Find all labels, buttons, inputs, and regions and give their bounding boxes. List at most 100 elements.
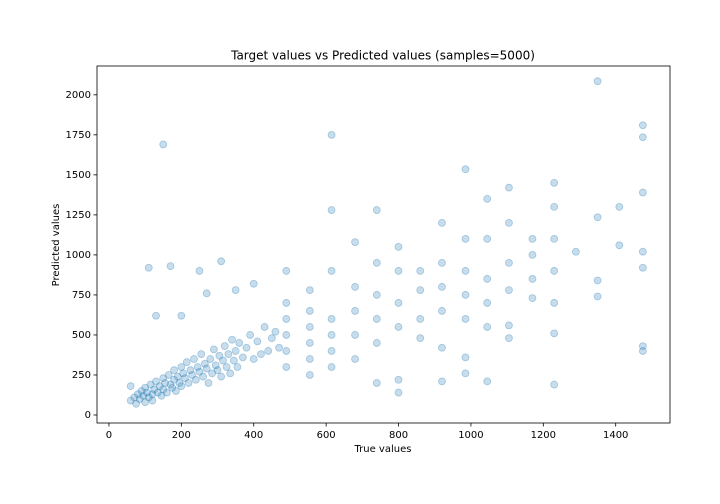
point (200, 359, 209, 368)
point (148, 390, 157, 399)
point (177, 382, 186, 391)
point (550, 267, 559, 275)
point (638, 247, 647, 256)
point (327, 331, 336, 339)
point (190, 355, 198, 363)
point (438, 343, 446, 352)
x-tick-label: 400 (244, 430, 263, 441)
point (217, 372, 226, 381)
point (416, 334, 425, 343)
point (193, 363, 202, 371)
point (166, 380, 175, 389)
point (134, 390, 142, 399)
point (550, 178, 559, 187)
point (483, 377, 492, 386)
point (505, 286, 513, 295)
point (416, 315, 425, 323)
point (638, 121, 647, 130)
point (351, 283, 359, 291)
point (327, 363, 336, 371)
point (144, 263, 153, 272)
point (550, 380, 559, 389)
point (327, 315, 336, 323)
point (394, 375, 403, 384)
point (372, 259, 381, 267)
y-tick-label: 750 (72, 290, 91, 301)
point (222, 363, 231, 371)
point (238, 353, 247, 362)
point (394, 243, 403, 251)
point (148, 396, 157, 405)
point (282, 363, 291, 371)
point (505, 334, 513, 343)
point (186, 366, 195, 375)
point (159, 374, 168, 383)
point (197, 350, 206, 359)
point (271, 327, 280, 336)
point (461, 234, 470, 243)
point (483, 299, 492, 307)
point (461, 353, 470, 362)
point (593, 292, 602, 301)
point (416, 286, 425, 295)
point (351, 331, 359, 339)
point (282, 347, 291, 355)
point (204, 379, 213, 387)
point (159, 140, 168, 149)
point (217, 257, 226, 266)
point (226, 369, 235, 378)
point (438, 307, 446, 315)
point (372, 315, 381, 323)
point (143, 388, 151, 397)
point (438, 259, 446, 267)
point (615, 202, 624, 211)
point (157, 391, 166, 400)
point (137, 387, 146, 395)
point (461, 315, 470, 323)
point (181, 374, 189, 383)
point (461, 291, 470, 299)
point (213, 366, 222, 375)
y-tick-label: 1750 (66, 130, 91, 141)
point (159, 385, 168, 394)
point (152, 311, 160, 320)
point (155, 382, 164, 391)
point (246, 331, 255, 339)
y-tick-label: 1250 (66, 210, 91, 221)
point (528, 275, 537, 283)
y-tick-label: 1500 (66, 170, 91, 181)
point (267, 334, 276, 343)
point (188, 371, 197, 379)
point (351, 355, 359, 363)
point (282, 315, 291, 323)
point (211, 361, 220, 370)
point (170, 375, 178, 384)
point (372, 339, 381, 347)
point (161, 379, 169, 387)
x-tick-label: 600 (317, 430, 336, 441)
point (224, 350, 233, 359)
point (505, 218, 513, 227)
point (199, 372, 207, 381)
y-axis-label: Predicted values (51, 204, 62, 287)
point (249, 355, 258, 363)
point (282, 331, 291, 339)
point (168, 383, 177, 392)
point (184, 379, 193, 387)
point (202, 364, 211, 373)
point (372, 206, 381, 214)
point (206, 355, 215, 363)
y-tick-label: 1000 (66, 250, 91, 261)
point (260, 323, 269, 331)
point (528, 234, 537, 243)
point (257, 350, 265, 359)
point (638, 188, 647, 197)
point (220, 342, 229, 351)
point (438, 283, 446, 291)
point (483, 234, 492, 243)
point (638, 347, 647, 355)
point (305, 371, 314, 379)
point (327, 206, 336, 214)
point (615, 241, 624, 250)
point (146, 380, 155, 389)
